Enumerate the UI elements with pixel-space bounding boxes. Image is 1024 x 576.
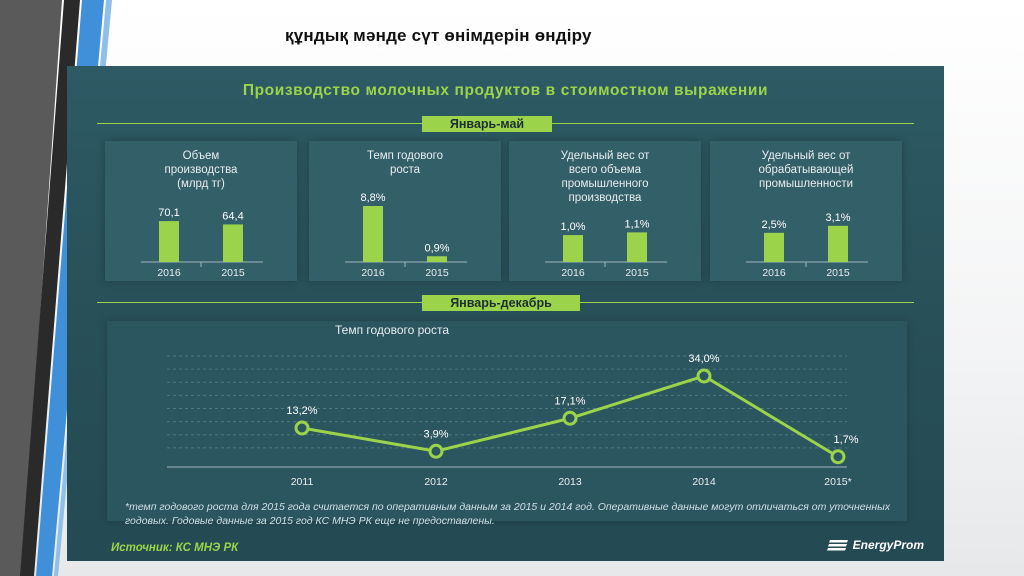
- line-chart: 13,2% 2011 3,9% 2012 17,1% 2013 34,0% 2014 1,7% 2…: [167, 353, 859, 488]
- card-share-total: Удельный вес от всего объема промышленно…: [509, 141, 701, 281]
- line-value-label: 3,9%: [423, 428, 448, 440]
- chart-share-total: 1,0% 2016 1,1% 2015: [545, 218, 667, 279]
- bar-tick-label: 2015: [221, 267, 245, 279]
- bar-tick-label: 2016: [361, 267, 385, 279]
- line-chart-title: Темп годового роста: [334, 323, 450, 337]
- bar-2016: [563, 235, 583, 262]
- line-value-label: 13,2%: [286, 405, 317, 417]
- line-tick-label: 2015*: [824, 476, 851, 488]
- bar-value-label: 3,1%: [825, 212, 850, 224]
- line-point-2014: [696, 368, 712, 384]
- bar-2015: [427, 256, 447, 262]
- energyprom-logo-icon: [826, 540, 848, 551]
- line-value-label: 1,7%: [833, 434, 858, 446]
- bar-2015: [223, 224, 243, 262]
- bar-value-label: 70,1: [158, 207, 179, 219]
- bar-2015: [828, 225, 848, 262]
- line-point-2015*: [830, 449, 846, 465]
- period-label-jan-dec: Январь-декабрь: [422, 295, 580, 311]
- bar-value-label: 1,1%: [624, 218, 649, 230]
- card-volume: Объем производства (млрд тг) 70,1 2016 64,…: [105, 141, 297, 281]
- card-share-manufacturing-title: Удельный вес от обрабатывающей промышлен…: [758, 150, 854, 190]
- bar-tick-label: 2015: [625, 267, 649, 279]
- footnote: *темп годового роста для 2015 года счита…: [125, 501, 891, 527]
- line-point-2012: [428, 443, 444, 459]
- bar-value-label: 64,4: [222, 210, 243, 222]
- chart-growth: 8,8% 2016 0,9% 2015: [345, 192, 467, 279]
- bar-value-label: 0,9%: [424, 242, 449, 254]
- infographic-panel: Производство молочных продуктов в стоимо…: [67, 66, 944, 561]
- bar-value-label: 1,0%: [560, 221, 585, 233]
- line-point-2013: [562, 410, 578, 426]
- card-growth-title: Темп годового роста: [366, 150, 443, 176]
- bar-2016: [159, 221, 179, 262]
- bar-tick-label: 2016: [157, 267, 181, 279]
- energyprom-logo-text: EnergyProm: [852, 538, 924, 552]
- card-share-manufacturing: Удельный вес от обрабатывающей промышлен…: [710, 141, 902, 281]
- bar-tick-label: 2016: [762, 267, 786, 279]
- line-tick-label: 2013: [558, 476, 582, 488]
- line-point-2011: [294, 420, 310, 436]
- bar-tick-label: 2015: [826, 267, 850, 279]
- chart-volume: 70,1 2016 64,4 2015: [141, 207, 263, 279]
- bar-2016: [363, 206, 383, 262]
- source-note: Источник: КС МНЭ РК: [111, 542, 239, 554]
- bar-2015: [627, 232, 647, 262]
- chart-share-manufacturing: 2,5% 2016 3,1% 2015: [746, 212, 868, 279]
- slide-title: құндық мәнде сүт өнімдерін өндіру: [285, 26, 592, 45]
- infographic-title: Производство молочных продуктов в стоимо…: [242, 82, 769, 99]
- card-share-total-title: Удельный вес от всего объема промышленно…: [560, 150, 650, 204]
- bar-tick-label: 2016: [561, 267, 585, 279]
- line-tick-label: 2011: [291, 476, 314, 488]
- energyprom-logo: EnergyProm: [826, 538, 924, 552]
- line-value-label: 34,0%: [688, 353, 719, 365]
- bar-tick-label: 2015: [425, 267, 449, 279]
- card-growth: Темп годового роста 8,8% 2016 0,9% 2015: [309, 141, 501, 281]
- line-chart-card: Темп годового роста 13,2% 2011 3,9% 2012 17,…: [107, 321, 907, 521]
- line-tick-label: 2014: [692, 476, 716, 488]
- line-value-label: 17,1%: [554, 395, 585, 407]
- bar-value-label: 2,5%: [761, 219, 786, 231]
- period-label-jan-may: Январь-май: [422, 116, 552, 132]
- bar-value-label: 8,8%: [360, 192, 385, 204]
- line-tick-label: 2012: [424, 476, 448, 488]
- card-volume-title: Объем производства (млрд тг): [164, 150, 238, 190]
- bar-2016: [764, 232, 784, 262]
